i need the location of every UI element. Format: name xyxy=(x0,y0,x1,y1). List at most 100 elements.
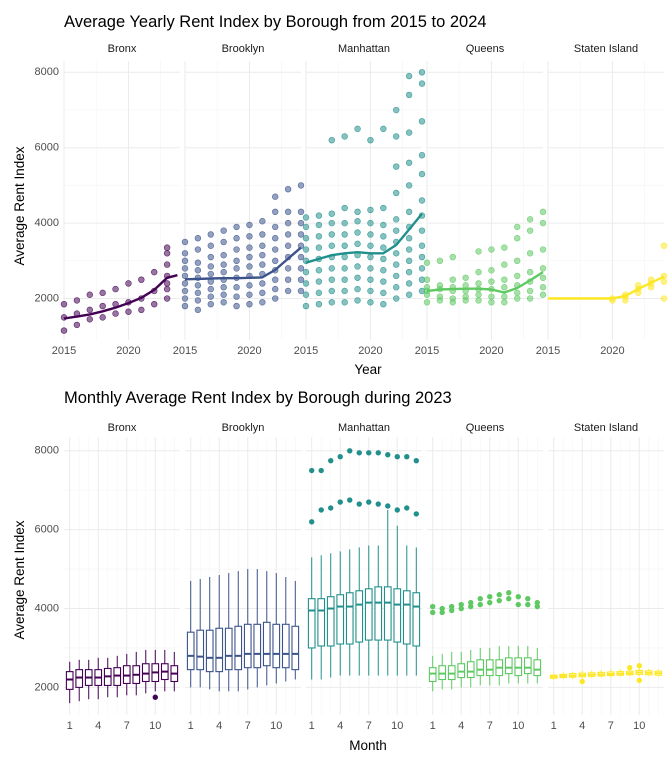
data-point xyxy=(194,306,202,314)
data-point xyxy=(112,310,119,317)
data-point xyxy=(99,289,106,297)
data-point xyxy=(259,218,266,225)
facet-brooklyn: 1 4 7 10 Brooklyn xyxy=(185,422,301,732)
data-point xyxy=(341,299,348,306)
data-point xyxy=(660,242,668,249)
outlier-point xyxy=(385,503,391,509)
box-month xyxy=(170,651,179,692)
data-point xyxy=(246,253,253,261)
data-point xyxy=(284,265,292,272)
data-point xyxy=(220,238,227,246)
data-point xyxy=(194,235,202,242)
data-point xyxy=(393,216,400,223)
data-point xyxy=(194,246,202,253)
outlier-point xyxy=(496,597,502,604)
box-month xyxy=(523,595,532,684)
box-body xyxy=(466,661,475,679)
data-point xyxy=(297,219,305,227)
box-month xyxy=(132,651,141,696)
data-point xyxy=(181,280,189,287)
box-body xyxy=(196,629,205,671)
data-point xyxy=(272,295,279,302)
data-point xyxy=(163,295,171,302)
data-point xyxy=(418,197,426,204)
data-point xyxy=(194,289,202,297)
data-point xyxy=(233,257,240,265)
x-tick-label: 2020 xyxy=(600,345,624,357)
data-point xyxy=(194,282,202,289)
data-point xyxy=(259,289,266,297)
box-month xyxy=(549,673,558,680)
outlier-point xyxy=(309,519,315,525)
box-month xyxy=(568,671,577,679)
box-body xyxy=(253,623,262,669)
data-point xyxy=(423,299,431,306)
data-point xyxy=(284,185,292,193)
box-body xyxy=(205,629,214,673)
data-point xyxy=(393,189,400,197)
data-point xyxy=(328,299,335,306)
data-point xyxy=(367,299,374,306)
box-month xyxy=(336,454,345,676)
data-point xyxy=(220,261,227,268)
outlier-point xyxy=(356,450,362,456)
data-point xyxy=(207,293,214,300)
box-body xyxy=(262,621,271,667)
data-point xyxy=(393,250,400,257)
strip-label: Staten Island xyxy=(574,43,638,55)
box-month xyxy=(383,452,392,676)
x-tick-label: 1 xyxy=(309,720,315,732)
data-point xyxy=(220,268,227,276)
data-point xyxy=(462,293,469,300)
y-axis-label-yearly: Average Rent Index xyxy=(12,146,27,265)
data-point xyxy=(380,267,387,274)
y-tick-label: 6000 xyxy=(35,142,59,154)
facet-manhattan: 2015 2020 Manhattan xyxy=(294,43,426,357)
data-point xyxy=(526,268,534,276)
data-point xyxy=(246,244,253,251)
data-point xyxy=(233,284,240,291)
box-month xyxy=(186,580,195,688)
x-tick-label: 1 xyxy=(188,720,194,732)
data-point xyxy=(246,291,253,298)
data-point xyxy=(302,280,310,287)
data-point xyxy=(220,284,227,291)
data-point xyxy=(501,261,508,268)
x-tick-label: 7 xyxy=(366,720,372,732)
data-point xyxy=(328,242,335,249)
box-month xyxy=(141,649,150,694)
data-point xyxy=(259,261,266,268)
x-axis-label-monthly: Month xyxy=(349,738,387,753)
x-tick-label: 2015 xyxy=(173,345,197,357)
data-point xyxy=(475,268,482,276)
outlier-point xyxy=(366,499,372,505)
data-point xyxy=(436,293,444,300)
outlier-point xyxy=(356,501,362,507)
data-point xyxy=(284,287,292,295)
data-point xyxy=(367,287,374,295)
data-point xyxy=(393,284,400,291)
data-point xyxy=(328,287,335,295)
strip-label: Bronx xyxy=(108,422,137,434)
data-point xyxy=(539,284,547,291)
data-point xyxy=(380,125,387,133)
data-point xyxy=(405,208,413,216)
data-point xyxy=(423,259,431,266)
box-month xyxy=(84,659,93,700)
data-point xyxy=(514,295,521,302)
data-point xyxy=(125,280,132,287)
box-month xyxy=(514,594,523,684)
box-month xyxy=(635,663,644,683)
data-point xyxy=(297,265,305,272)
data-point xyxy=(436,257,444,265)
data-point xyxy=(112,285,119,293)
outlier-point xyxy=(413,511,419,517)
strip-label: Manhattan xyxy=(338,43,390,55)
data-point xyxy=(341,242,348,249)
box-body xyxy=(186,631,195,671)
x-tick-label: 4 xyxy=(216,720,222,732)
box-month xyxy=(281,576,290,682)
box-body xyxy=(272,623,281,669)
